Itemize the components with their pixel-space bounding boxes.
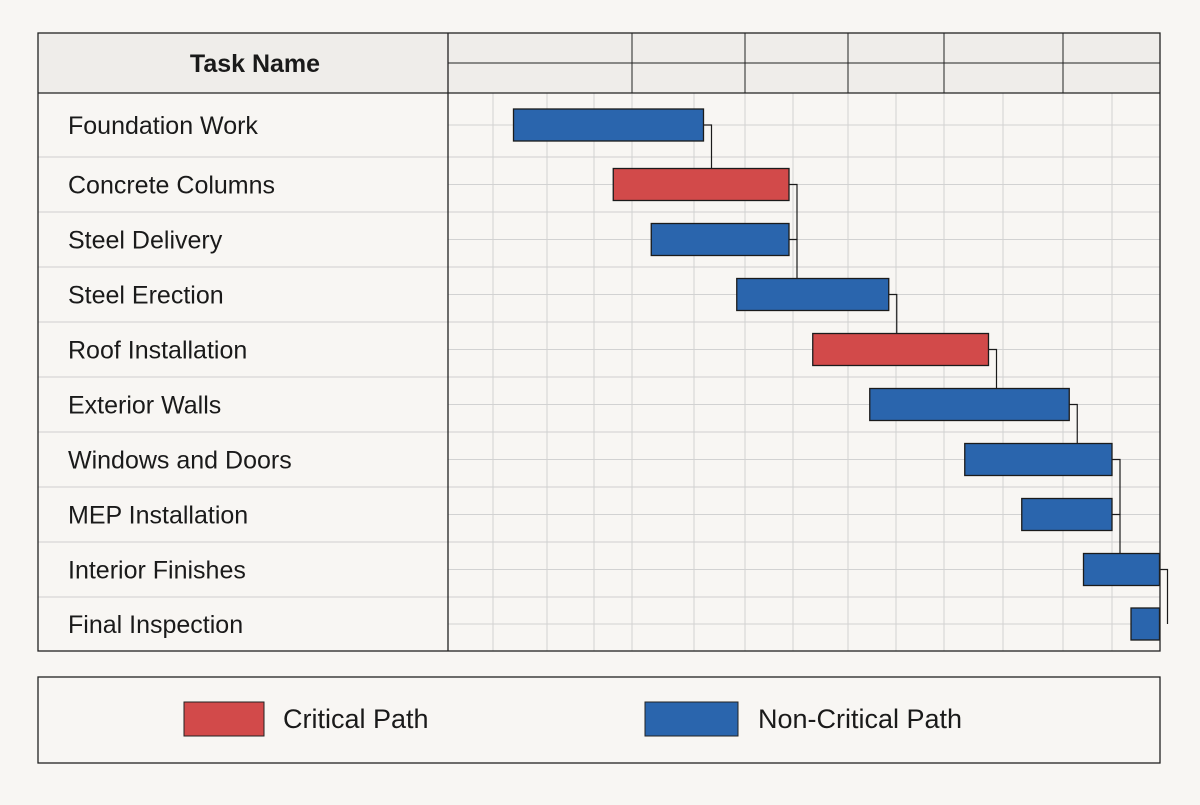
non-critical-task-bar — [869, 387, 1070, 422]
non-critical-task-bar — [1021, 497, 1113, 532]
table-outer-border — [37, 32, 1161, 652]
task-row-dividers — [38, 156, 1160, 598]
task-name-label: Final Inspection — [68, 611, 243, 639]
task-name-column: Foundation Work Concrete Columns Steel Del… — [68, 112, 292, 639]
non-critical-task-bar — [1082, 552, 1161, 587]
legend-box — [37, 676, 1161, 764]
critical-task-bar — [812, 332, 990, 367]
dependency-connector — [1112, 513, 1121, 570]
legend-critical-swatch — [183, 701, 265, 737]
task-name-label: Interior Finishes — [68, 557, 246, 585]
task-bars — [512, 108, 1161, 641]
dependency-connector — [988, 348, 998, 405]
dependency-connector — [1159, 568, 1169, 624]
legend-non-critical-label: Non-Critical Path — [758, 704, 962, 734]
dependency-connector — [888, 293, 898, 350]
task-name-label: Exterior Walls — [68, 392, 221, 420]
task-name-label: Windows and Doors — [68, 447, 292, 475]
legend-non-critical-swatch — [644, 701, 739, 737]
dependency-connector — [1112, 458, 1121, 515]
timeline-grid — [448, 93, 1160, 651]
non-critical-task-bar — [964, 442, 1113, 477]
dependency-connectors — [703, 124, 1169, 624]
non-critical-task-bar — [736, 277, 890, 312]
timeline-header-grid — [448, 33, 1160, 93]
legend-critical-label: Critical Path — [283, 704, 429, 734]
task-name-label: Steel Delivery — [68, 227, 223, 255]
legend: Critical Path Non-Critical Path — [37, 676, 1161, 764]
non-critical-task-bar — [1130, 607, 1161, 641]
non-critical-task-bar — [512, 108, 705, 142]
dependency-connector — [703, 124, 713, 185]
task-name-label: Foundation Work — [68, 112, 258, 140]
dependency-connector — [789, 238, 798, 295]
non-critical-task-bar — [650, 222, 790, 257]
table-frame — [37, 32, 1161, 652]
critical-task-bar — [612, 167, 790, 202]
task-name-label: MEP Installation — [68, 502, 248, 530]
task-name-label: Steel Erection — [68, 282, 224, 310]
task-name-label: Roof Installation — [68, 337, 247, 365]
dependency-connector — [1069, 403, 1078, 460]
task-name-header: Task Name — [190, 50, 320, 78]
dependency-connector — [789, 183, 798, 240]
task-name-label: Concrete Columns — [68, 172, 275, 200]
